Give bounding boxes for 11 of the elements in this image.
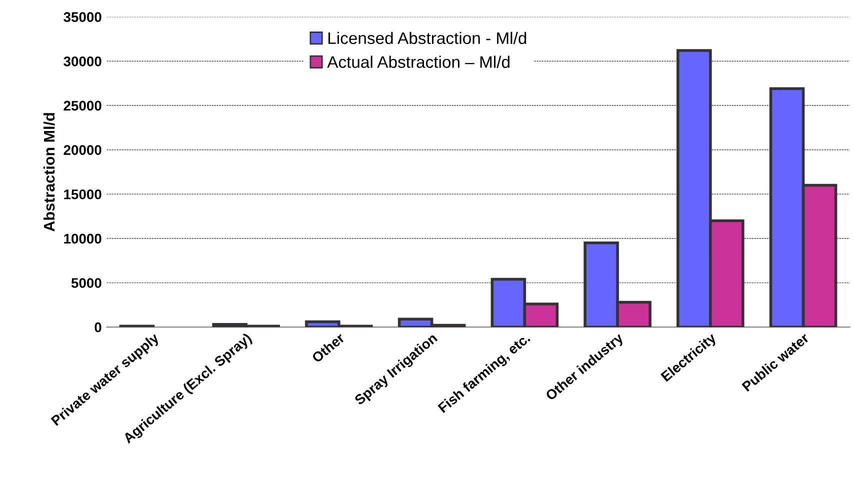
legend-label: Actual Abstraction – Ml/d	[327, 56, 510, 68]
y-tick-label: 30000	[64, 56, 102, 66]
y-tick-label: 0	[94, 322, 102, 332]
y-tick-label: 15000	[64, 189, 102, 200]
y-tick-label: 25000	[64, 100, 102, 111]
legend-label: Licensed Abstraction - Ml/d	[328, 32, 526, 44]
y-axis-title: Abstraction Ml/d	[43, 113, 55, 232]
y-tick-label: 20000	[64, 145, 102, 155]
y-tick-label: 5000	[71, 278, 102, 288]
y-tick-label: 10000	[64, 234, 102, 244]
y-tick-label: 35000	[64, 12, 102, 22]
